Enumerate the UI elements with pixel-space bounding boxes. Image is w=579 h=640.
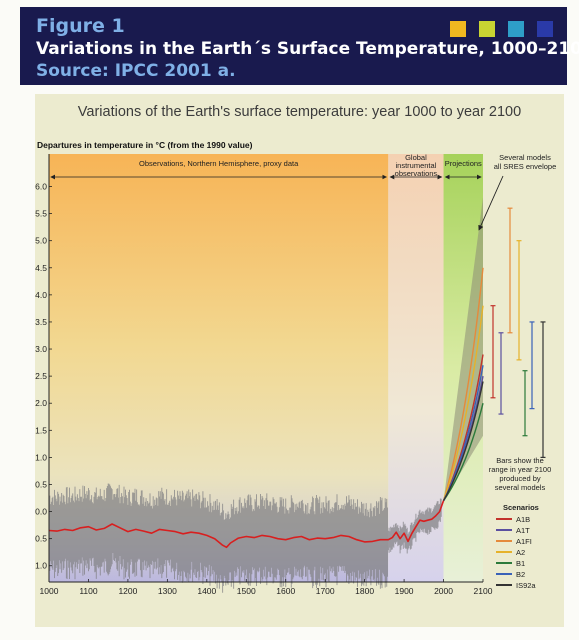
chart-panel: Variations of the Earth's surface temper…	[35, 94, 564, 627]
figure-title: Variations in the Earth´s Surface Temper…	[36, 39, 579, 59]
x-tick-label: 1000	[40, 586, 59, 596]
y-tick-label: 3.0	[35, 344, 47, 354]
x-tick-label: 1400	[197, 586, 216, 596]
x-tick-label: 2000	[434, 586, 453, 596]
x-tick-label: 1200	[118, 586, 137, 596]
x-tick-label: 1500	[237, 586, 256, 596]
y-tick-label: 5.5	[35, 209, 47, 219]
swatch-green	[479, 21, 495, 37]
scenario-line-b1	[442, 403, 484, 502]
temperature-chart: -1.0 -0.5 0.0 0.5 1.0 1.5 2.0 2.5 3.0 3.5 4.0 4.5 5.…	[35, 153, 557, 596]
figure-source: Source: IPCC 2001 a.	[36, 61, 236, 81]
period-label: Global instrumental observations	[395, 153, 438, 178]
y-axis-label: Departures in temperature in °C (from th…	[37, 140, 253, 150]
scenario-line-is92a	[442, 381, 484, 502]
x-tick-label: 1600	[276, 586, 295, 596]
legend-label-is92a: IS92a	[516, 581, 536, 590]
y-tick-label: 0.0	[35, 507, 47, 517]
legend-label-b2: B2	[516, 570, 525, 579]
x-tick-label: 2100	[474, 586, 493, 596]
swatch-blue	[537, 21, 553, 37]
y-tick-label: -0.5	[35, 534, 47, 544]
figure-header: Figure 1 Variations in the Earth´s Surfa…	[20, 7, 579, 85]
y-tick-label: 1.5	[35, 425, 47, 435]
x-tick-label: 1100	[79, 586, 98, 596]
x-tick-label: 1800	[355, 586, 374, 596]
legend-label-a2: A2	[516, 548, 525, 557]
swatch-yellow	[450, 21, 466, 37]
y-tick-label: 4.0	[35, 290, 47, 300]
legend-label-a1fi: A1FI	[516, 537, 532, 546]
x-tick-label: 1700	[316, 586, 335, 596]
x-tick-label: 1300	[158, 586, 177, 596]
y-tick-label: 6.0	[35, 182, 47, 192]
period-label: Projections	[445, 159, 482, 168]
y-tick-label: 0.5	[35, 479, 47, 489]
y-tick-label: 2.0	[35, 398, 47, 408]
legend-label-a1t: A1T	[516, 526, 530, 535]
figure-label: Figure 1	[36, 15, 125, 37]
y-tick-label: 2.5	[35, 371, 47, 381]
envelope-pointer	[478, 175, 504, 231]
legend-label-b1: B1	[516, 559, 525, 568]
x-tick-label: 1900	[395, 586, 414, 596]
scenario-line-a2	[442, 305, 484, 501]
y-tick-label: 1.0	[35, 452, 47, 462]
y-tick-label: 5.0	[35, 236, 47, 246]
y-tick-label: -1.0	[35, 561, 47, 571]
legend-label-a1b: A1B	[516, 515, 530, 524]
y-tick-label: 3.5	[35, 317, 47, 327]
period-label: Observations, Northern Hemisphere, proxy…	[139, 159, 299, 168]
legend-title: Scenarios	[503, 503, 539, 512]
swatch-cyan	[508, 21, 524, 37]
observed-temperature-line	[48, 500, 445, 549]
envelope-label: Several models all SRES envelope	[494, 153, 557, 171]
chart-title: Variations of the Earth's surface temper…	[77, 104, 522, 120]
scenario-line-a1fi	[442, 267, 484, 501]
bars-note: Bars show the range in year 2100 produced …	[489, 456, 552, 492]
y-tick-label: 4.5	[35, 263, 47, 273]
